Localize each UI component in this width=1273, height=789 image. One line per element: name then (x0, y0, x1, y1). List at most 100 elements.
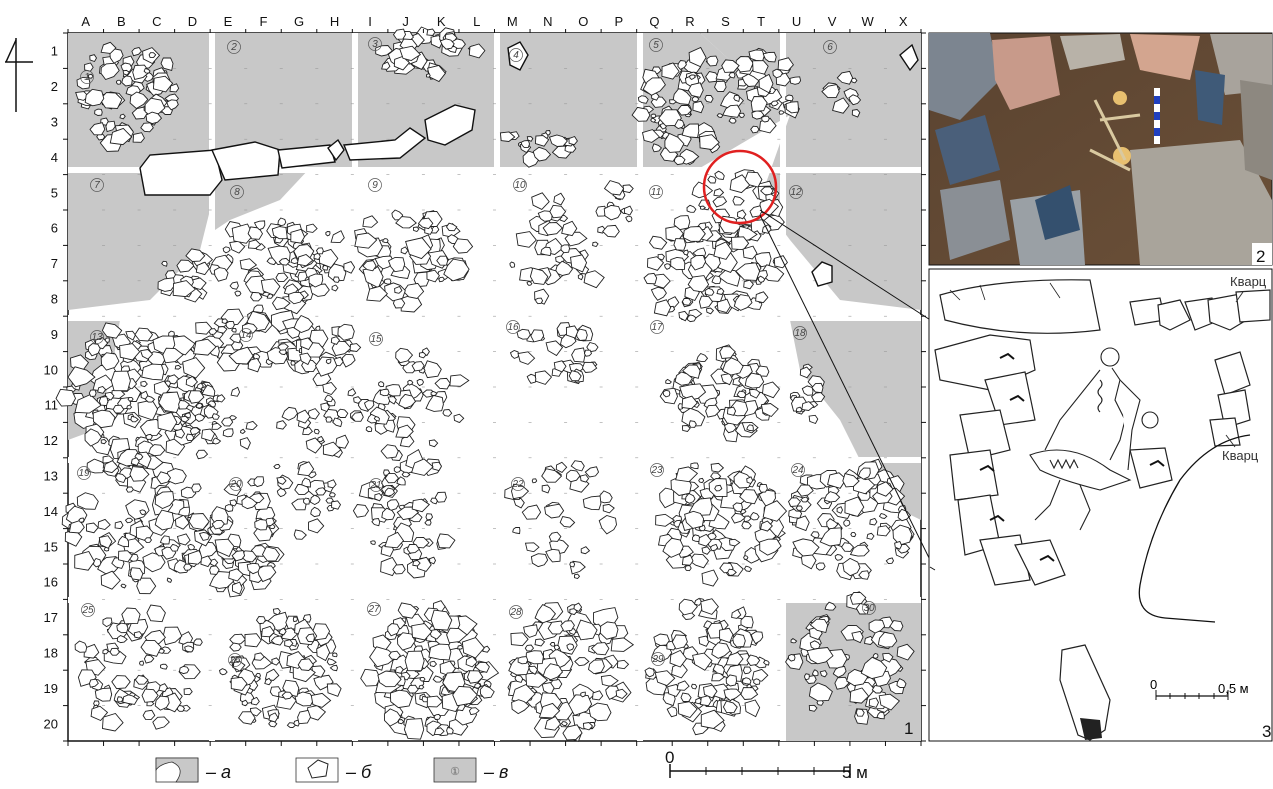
stone (573, 602, 583, 612)
stone (762, 500, 788, 522)
stone (116, 634, 128, 644)
stone (669, 649, 688, 668)
stone (666, 706, 678, 718)
square-number: 9 (372, 180, 378, 191)
stone (244, 633, 262, 648)
stone (602, 224, 620, 238)
detail-stone (1235, 289, 1271, 323)
stone (871, 685, 883, 694)
stone (278, 257, 291, 266)
stone (185, 433, 195, 442)
stone (134, 674, 149, 685)
square-number: 13 (91, 332, 103, 343)
stone (545, 548, 561, 563)
stone (722, 104, 742, 118)
stone (571, 347, 586, 363)
stone (196, 382, 204, 390)
stone (434, 491, 447, 503)
stone (142, 709, 156, 721)
stone (644, 667, 655, 678)
stone (187, 543, 196, 551)
stone (438, 276, 445, 283)
grid-gap (352, 33, 358, 741)
stone (176, 533, 191, 546)
stone (811, 669, 819, 677)
stone (534, 604, 556, 624)
main-scale-end: 5 м (842, 763, 868, 782)
stone (686, 204, 697, 213)
stone (231, 550, 246, 562)
square-number-circle (368, 178, 382, 192)
stone (127, 396, 134, 402)
stone (785, 101, 799, 114)
stone (185, 375, 199, 388)
stone (281, 691, 293, 700)
column-label: H (330, 14, 339, 29)
stone (330, 336, 341, 345)
stone (217, 326, 228, 334)
stone (157, 411, 178, 433)
square-number: 19 (78, 468, 90, 479)
stone (676, 105, 693, 116)
stone (169, 83, 180, 93)
stone (326, 683, 342, 697)
stone (114, 472, 127, 484)
stone (729, 538, 741, 547)
stone (433, 713, 442, 720)
stone (728, 72, 736, 79)
stone (555, 461, 568, 473)
detail-scale-bar: 0 0,5 м (1150, 677, 1249, 700)
stone (140, 380, 148, 388)
stone (565, 469, 581, 483)
stone (131, 46, 142, 57)
stone (698, 635, 710, 647)
square-number: 16 (507, 322, 519, 333)
stone (281, 406, 299, 421)
stone (663, 263, 671, 270)
stone (362, 266, 384, 289)
stone (569, 561, 576, 568)
stone (416, 378, 425, 387)
stone (553, 360, 567, 373)
stone (394, 285, 403, 294)
stone (681, 297, 692, 306)
stone (152, 75, 174, 93)
stone (166, 99, 179, 111)
stone (406, 544, 420, 554)
stone (479, 684, 495, 699)
stone (174, 514, 190, 530)
stone (146, 604, 166, 623)
stone (577, 273, 584, 281)
stone (278, 627, 287, 636)
stone (517, 351, 536, 365)
stone (777, 57, 794, 72)
stone (384, 473, 400, 484)
square-number: 8 (234, 187, 240, 198)
stone (382, 238, 389, 244)
stone (110, 370, 131, 392)
stone (326, 658, 337, 666)
stone (178, 506, 190, 517)
stone (418, 351, 427, 359)
square-number-circle (789, 185, 803, 199)
stone (194, 413, 206, 423)
stone (809, 618, 829, 634)
stone (84, 88, 105, 107)
stone (404, 650, 425, 672)
stone (787, 497, 801, 507)
square-number-circle (823, 40, 837, 54)
stone (255, 616, 266, 625)
stone (834, 676, 850, 690)
stone (300, 337, 314, 351)
stone (211, 519, 225, 530)
row-label: 11 (45, 398, 59, 413)
stone (354, 232, 378, 249)
stone (270, 635, 284, 646)
stone (139, 509, 147, 515)
bedrock-area (790, 320, 921, 520)
square-number-circle (369, 478, 383, 492)
stone (684, 510, 705, 529)
stone (157, 277, 175, 292)
